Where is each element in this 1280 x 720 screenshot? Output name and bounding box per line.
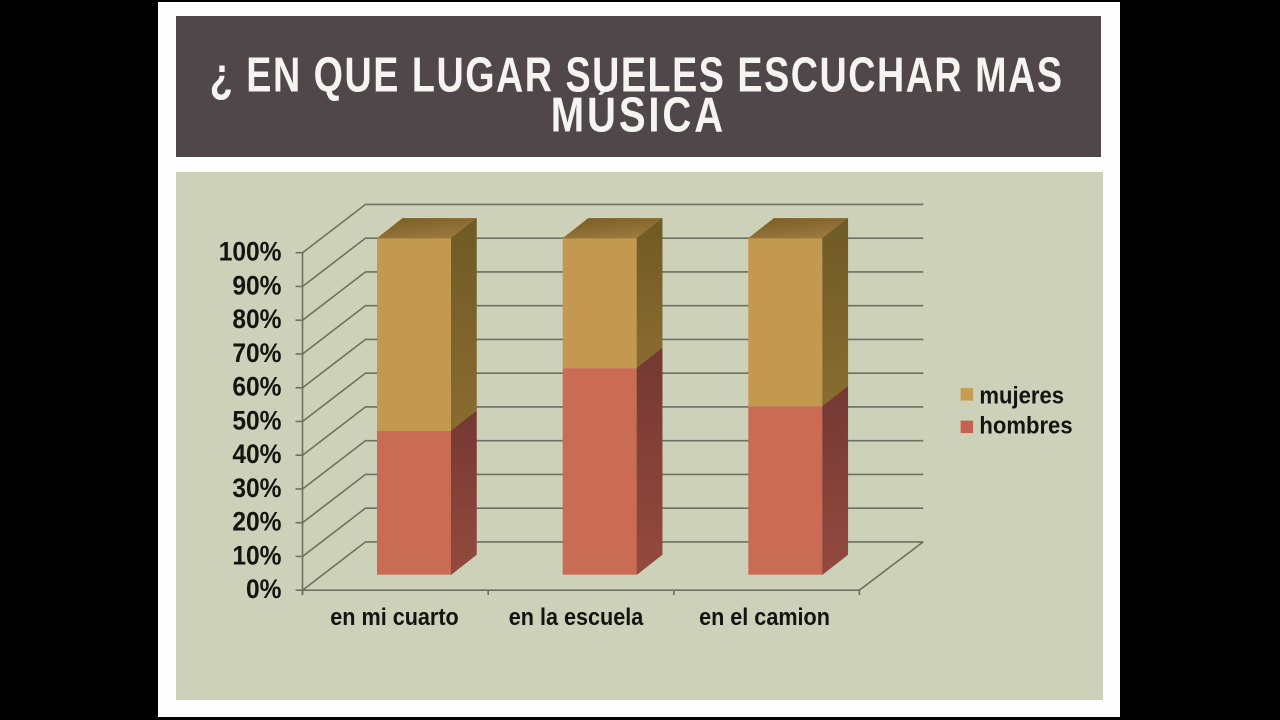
svg-text:70%: 70% xyxy=(232,339,281,368)
svg-text:100%: 100% xyxy=(219,238,282,267)
svg-text:MÚSICA: MÚSICA xyxy=(551,88,726,143)
svg-text:en el camion: en el camion xyxy=(699,603,830,630)
svg-text:60%: 60% xyxy=(232,373,281,402)
svg-text:hombres: hombres xyxy=(979,412,1072,439)
svg-text:mujeres: mujeres xyxy=(979,382,1064,409)
svg-text:¿ EN QUE LUGAR SUELES ESCUCHAR: ¿ EN QUE LUGAR SUELES ESCUCHAR MAS xyxy=(210,48,1064,103)
svg-text:20%: 20% xyxy=(232,508,281,537)
svg-text:en mi cuarto: en mi cuarto xyxy=(330,603,458,630)
svg-text:0%: 0% xyxy=(246,575,282,604)
svg-text:40%: 40% xyxy=(232,440,281,469)
svg-text:90%: 90% xyxy=(232,271,281,300)
svg-text:80%: 80% xyxy=(232,305,281,334)
svg-text:10%: 10% xyxy=(232,541,281,570)
svg-text:en la escuela: en la escuela xyxy=(509,603,644,630)
svg-text:30%: 30% xyxy=(232,474,281,503)
svg-text:50%: 50% xyxy=(232,406,281,435)
